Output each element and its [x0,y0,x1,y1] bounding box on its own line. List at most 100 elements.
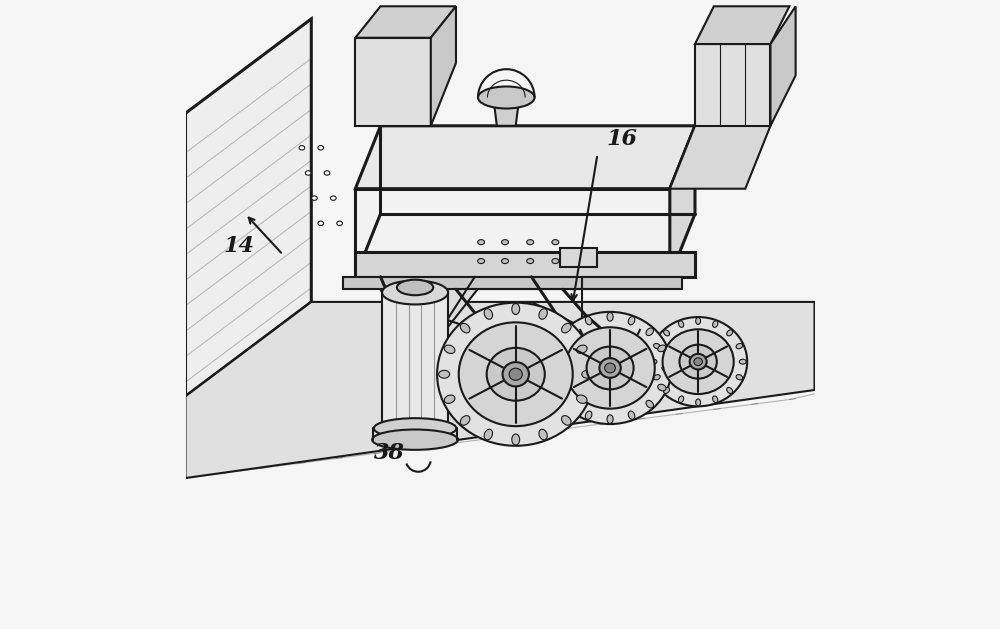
Ellipse shape [312,196,317,200]
Polygon shape [186,302,814,478]
Ellipse shape [478,259,485,264]
Ellipse shape [527,259,534,264]
Ellipse shape [607,415,613,423]
Ellipse shape [607,313,613,321]
Ellipse shape [649,317,747,406]
Ellipse shape [503,362,529,386]
Polygon shape [343,277,682,289]
Polygon shape [670,126,695,277]
Ellipse shape [678,396,684,403]
Polygon shape [382,292,448,431]
Ellipse shape [696,318,701,325]
Ellipse shape [539,429,547,440]
Polygon shape [355,126,695,189]
Text: 14: 14 [223,235,254,257]
Ellipse shape [654,375,660,380]
Ellipse shape [459,322,573,426]
Ellipse shape [484,309,493,320]
Ellipse shape [318,145,324,150]
Ellipse shape [509,368,522,381]
Polygon shape [355,252,695,277]
Ellipse shape [548,312,672,424]
Ellipse shape [502,240,508,245]
Ellipse shape [628,316,635,325]
Text: 16: 16 [607,128,638,150]
Ellipse shape [664,387,670,394]
Ellipse shape [512,434,520,445]
Ellipse shape [713,396,718,403]
Ellipse shape [654,343,660,348]
Ellipse shape [646,401,653,408]
Ellipse shape [577,395,587,403]
Ellipse shape [679,345,717,379]
Ellipse shape [663,330,734,394]
Ellipse shape [690,354,707,369]
Ellipse shape [587,347,634,389]
Ellipse shape [552,240,559,245]
Ellipse shape [305,170,311,175]
Ellipse shape [646,328,653,335]
Ellipse shape [502,259,508,264]
Ellipse shape [554,384,562,391]
Ellipse shape [397,280,433,295]
Ellipse shape [577,345,587,353]
Ellipse shape [374,418,456,438]
Polygon shape [186,19,311,396]
Ellipse shape [658,345,666,352]
Polygon shape [355,38,431,126]
Ellipse shape [318,221,324,226]
Ellipse shape [567,401,574,408]
Ellipse shape [552,259,559,264]
Ellipse shape [299,145,305,150]
Ellipse shape [585,411,592,420]
Polygon shape [374,277,487,365]
Ellipse shape [460,323,470,333]
Ellipse shape [330,196,336,200]
Ellipse shape [478,86,535,108]
Ellipse shape [739,359,746,364]
Polygon shape [355,189,670,277]
Ellipse shape [550,365,558,371]
Ellipse shape [337,221,342,226]
Ellipse shape [650,359,657,364]
Text: 38: 38 [374,442,405,464]
Ellipse shape [582,370,593,378]
Polygon shape [494,101,519,126]
Polygon shape [670,126,770,189]
Ellipse shape [562,323,571,333]
Ellipse shape [444,345,455,353]
Ellipse shape [605,363,615,373]
Ellipse shape [444,395,455,403]
Ellipse shape [694,358,702,365]
Polygon shape [695,6,789,44]
Ellipse shape [539,309,547,320]
Ellipse shape [484,429,493,440]
Ellipse shape [324,170,330,175]
Ellipse shape [512,303,520,314]
Ellipse shape [437,303,594,446]
Ellipse shape [554,345,562,352]
Ellipse shape [567,328,574,335]
Polygon shape [695,44,770,126]
Ellipse shape [664,330,670,336]
Ellipse shape [372,430,458,450]
Ellipse shape [478,240,485,245]
Ellipse shape [727,387,733,394]
Ellipse shape [736,375,743,380]
Ellipse shape [678,321,684,327]
Polygon shape [355,6,456,38]
Ellipse shape [527,240,534,245]
Ellipse shape [658,384,666,391]
Ellipse shape [662,365,670,371]
Polygon shape [560,248,597,267]
Ellipse shape [727,330,733,336]
Ellipse shape [562,416,571,425]
Ellipse shape [713,321,718,327]
Ellipse shape [736,343,743,348]
Ellipse shape [628,411,635,420]
Ellipse shape [439,370,450,378]
Ellipse shape [460,416,470,425]
Polygon shape [431,6,456,126]
Ellipse shape [585,316,592,325]
Ellipse shape [599,358,621,378]
